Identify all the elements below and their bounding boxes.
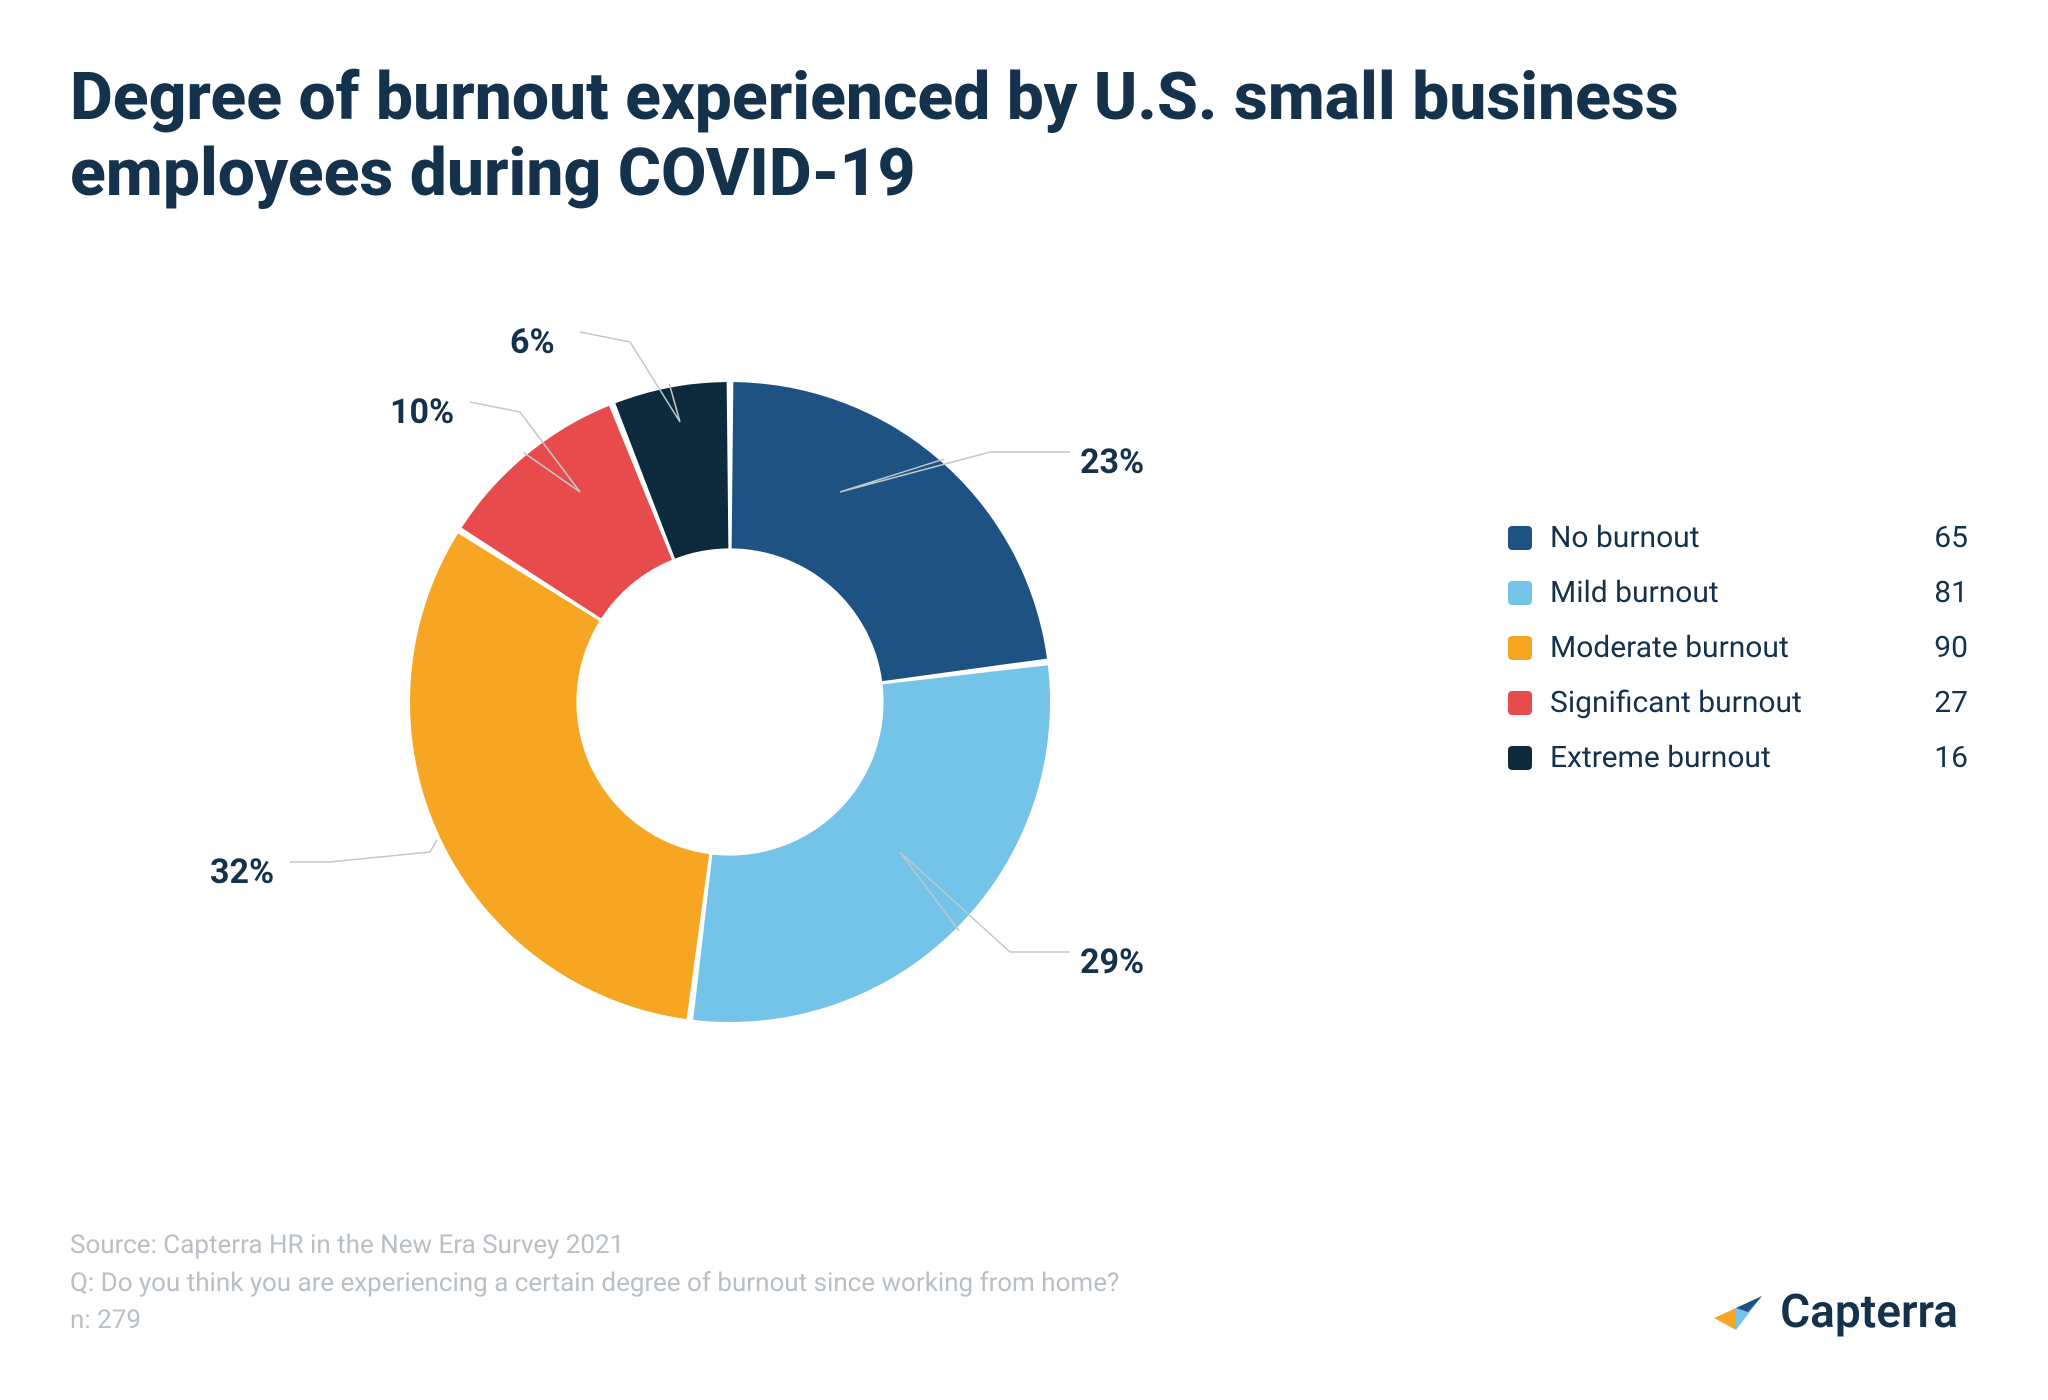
- donut-chart: [390, 362, 1070, 1042]
- percent-label: 6%: [510, 322, 555, 362]
- legend-swatch: [1508, 636, 1532, 660]
- legend-swatch: [1508, 746, 1532, 770]
- donut-slice: [410, 533, 709, 1019]
- legend: No burnout65Mild burnout81Moderate burno…: [1508, 500, 1968, 795]
- legend-label: Mild burnout: [1550, 575, 1908, 610]
- donut-slice: [732, 382, 1047, 681]
- legend-value: 27: [1908, 685, 1968, 720]
- percent-label: 29%: [1080, 942, 1144, 982]
- legend-value: 65: [1908, 520, 1968, 555]
- page-title: Degree of burnout experienced by U.S. sm…: [70, 60, 1770, 212]
- legend-item: Extreme burnout16: [1508, 740, 1968, 775]
- legend-swatch: [1508, 581, 1532, 605]
- percent-label: 32%: [210, 852, 274, 892]
- legend-label: No burnout: [1550, 520, 1908, 555]
- footer-n: n: 279: [70, 1302, 1119, 1340]
- legend-swatch: [1508, 691, 1532, 715]
- brand-name: Capterra: [1780, 1285, 1958, 1339]
- legend-value: 16: [1908, 740, 1968, 775]
- legend-label: Significant burnout: [1550, 685, 1908, 720]
- brand-logo: Capterra: [1710, 1284, 1958, 1340]
- donut-slice: [693, 665, 1050, 1022]
- footer-question: Q: Do you think you are experiencing a c…: [70, 1265, 1119, 1303]
- legend-label: Moderate burnout: [1550, 630, 1908, 665]
- legend-value: 90: [1908, 630, 1968, 665]
- footer-notes: Source: Capterra HR in the New Era Surve…: [70, 1227, 1119, 1340]
- legend-item: Mild burnout81: [1508, 575, 1968, 610]
- legend-item: No burnout65: [1508, 520, 1968, 555]
- legend-label: Extreme burnout: [1550, 740, 1908, 775]
- footer-source: Source: Capterra HR in the New Era Surve…: [70, 1227, 1119, 1265]
- legend-item: Moderate burnout90: [1508, 630, 1968, 665]
- legend-swatch: [1508, 526, 1532, 550]
- percent-label: 10%: [390, 392, 454, 432]
- donut-area: 23% 29% 32% 10% 6%: [70, 292, 1370, 1112]
- percent-label: 23%: [1080, 442, 1144, 482]
- legend-item: Significant burnout27: [1508, 685, 1968, 720]
- brand-mark-icon: [1710, 1284, 1766, 1340]
- legend-value: 81: [1908, 575, 1968, 610]
